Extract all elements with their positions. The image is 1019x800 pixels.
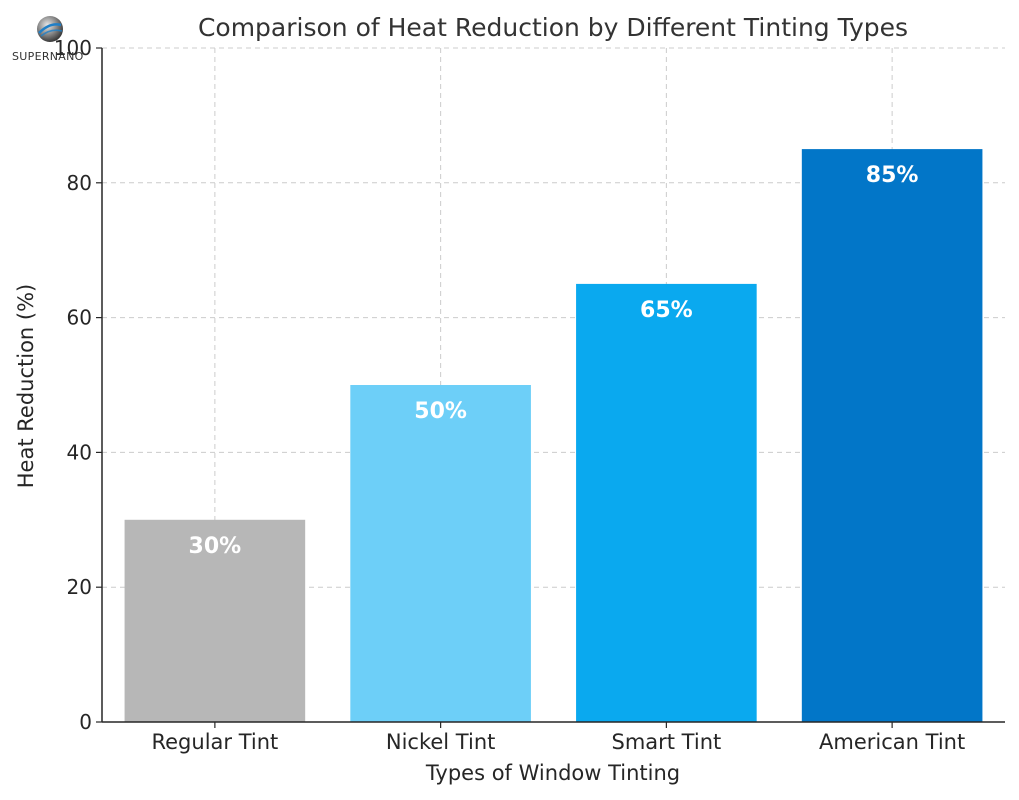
value-labels: 30% 50% 65% 85% — [189, 163, 919, 559]
bar — [124, 519, 306, 722]
x-tick-label: Regular Tint — [151, 730, 278, 754]
bar-value-label: 85% — [866, 163, 919, 188]
y-tick-label: 40 — [67, 440, 92, 464]
bar-value-label: 65% — [640, 298, 693, 323]
x-tick-label: Smart Tint — [611, 730, 721, 754]
chart-title: Comparison of Heat Reduction by Differen… — [198, 13, 908, 42]
logo-text: SUPERNANO — [12, 50, 84, 63]
bars — [124, 149, 983, 723]
y-tick-label: 100 — [54, 36, 92, 60]
y-tick-label: 60 — [67, 306, 92, 330]
bar — [576, 283, 757, 722]
globe-icon — [37, 16, 63, 42]
x-tick-label: American Tint — [819, 730, 965, 754]
x-axis-label: Types of Window Tinting — [425, 761, 680, 785]
bar-value-label: 50% — [414, 399, 467, 424]
y-tick-label: 0 — [79, 710, 92, 734]
axes: 0 20 40 60 80 100 Regular Tint Nickel Tint Smart… — [54, 36, 1005, 754]
y-tick-label: 20 — [67, 575, 92, 599]
y-tick-label: 80 — [67, 171, 92, 195]
bar — [801, 149, 983, 723]
bar — [350, 385, 531, 722]
y-axis-label: Heat Reduction (%) — [14, 284, 38, 488]
logo: SUPERNANO — [10, 14, 90, 66]
bar-value-label: 30% — [189, 534, 242, 559]
x-tick-label: Nickel Tint — [386, 730, 496, 754]
